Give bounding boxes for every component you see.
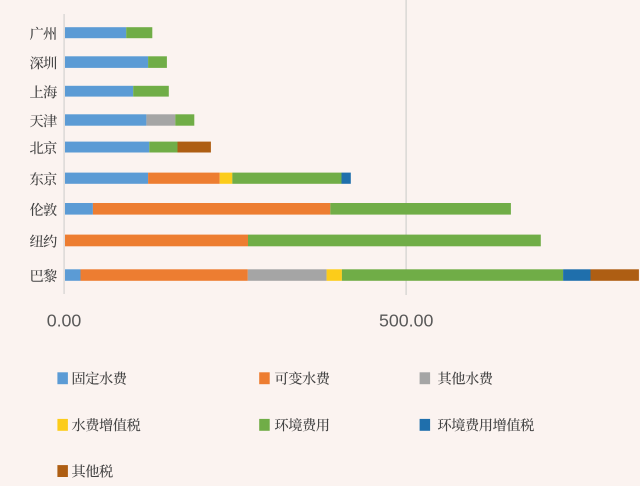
svg-text:500.00: 500.00 — [379, 311, 433, 331]
svg-text:0.00: 0.00 — [47, 311, 82, 331]
